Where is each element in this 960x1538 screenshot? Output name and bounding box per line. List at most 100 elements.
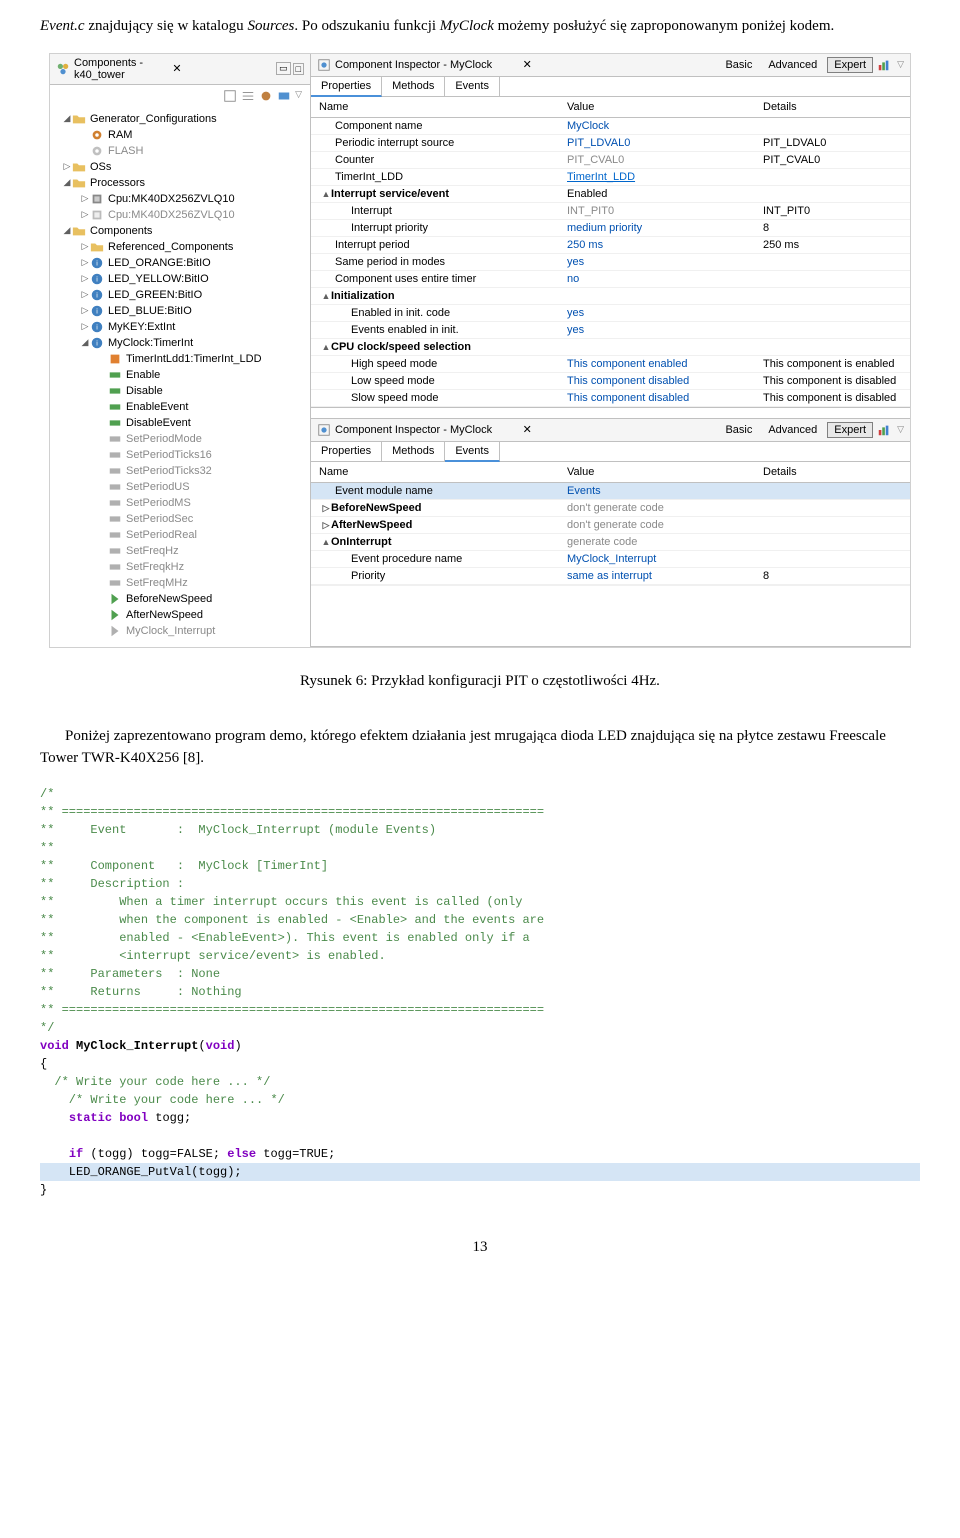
prop-details [755,321,910,338]
toolbar-icon-3[interactable] [259,89,273,103]
prop-value: Events [559,482,755,499]
prop-details: This component is enabled [755,355,910,372]
table-row[interactable]: Enabled in init. codeyes [311,304,910,321]
table-row[interactable]: ▲Initialization [311,287,910,304]
tree-ram[interactable]: RAM [52,127,308,143]
tree-disableevent[interactable]: DisableEvent [52,415,308,431]
prop-details [755,185,910,202]
table-row[interactable]: Same period in modesyes [311,253,910,270]
tab-methods-2[interactable]: Methods [382,442,445,461]
table-row[interactable]: ▲CPU clock/speed selection [311,338,910,355]
table-row[interactable]: Slow speed modeThis component disabledTh… [311,389,910,406]
chart-icon[interactable] [877,58,891,72]
mode-advanced[interactable]: Advanced [762,58,823,72]
table-row[interactable]: Interrupt prioritymedium priority8 [311,219,910,236]
folder-icon [72,160,86,174]
tree-ref-comp[interactable]: ▷Referenced_Components [52,239,308,255]
table-row[interactable]: ▷AfterNewSpeeddon't generate code [311,516,910,533]
tree-setperiodsec[interactable]: SetPeriodSec [52,511,308,527]
tree-setfreqmhz[interactable]: SetFreqMHz [52,575,308,591]
tree-enableevent[interactable]: EnableEvent [52,399,308,415]
table-row[interactable]: Prioritysame as interrupt8 [311,567,910,584]
prop-details: INT_PIT0 [755,202,910,219]
inspector-1-table: Name Value Details Component nameMyClock… [311,97,910,407]
tree-processors[interactable]: ◢Processors [52,175,308,191]
tree-setperiodms[interactable]: SetPeriodMS [52,495,308,511]
prop-name: ▲OnInterrupt [311,533,559,550]
table-row[interactable]: Event procedure nameMyClock_Interrupt [311,550,910,567]
method-icon [108,432,122,446]
chart-icon[interactable] [877,423,891,437]
tab-events-2[interactable]: Events [445,442,500,462]
tree-beforenewspeed[interactable]: BeforeNewSpeed [52,591,308,607]
mode-advanced-2[interactable]: Advanced [762,423,823,437]
prop-value: Enabled [559,185,755,202]
folder-icon [72,176,86,190]
mode-basic-2[interactable]: Basic [719,423,758,437]
tree-oss[interactable]: ▷OSs [52,159,308,175]
tree-led-green[interactable]: ▷iLED_GREEN:BitIO [52,287,308,303]
table-row[interactable]: Periodic interrupt sourcePIT_LDVAL0PIT_L… [311,134,910,151]
table-row[interactable]: Component uses entire timerno [311,270,910,287]
tree-led-yellow[interactable]: ▷iLED_YELLOW:BitIO [52,271,308,287]
prop-value: PIT_CVAL0 [559,151,755,168]
tree-myclock[interactable]: ◢iMyClock:TimerInt [52,335,308,351]
toolbar-icon-1[interactable] [223,89,237,103]
table-row[interactable]: Events enabled in init.yes [311,321,910,338]
mode-expert-2[interactable]: Expert [827,422,873,438]
tree-setperiodmode[interactable]: SetPeriodMode [52,431,308,447]
mode-basic[interactable]: Basic [719,58,758,72]
tree-timerldd[interactable]: TimerIntLdd1:TimerInt_LDD [52,351,308,367]
table-row[interactable]: InterruptINT_PIT0INT_PIT0 [311,202,910,219]
table-row[interactable]: Event module nameEvents [311,482,910,499]
table-row[interactable]: ▲Interrupt service/eventEnabled [311,185,910,202]
tree-cpu2[interactable]: ▷Cpu:MK40DX256ZVLQ10 [52,207,308,223]
table-row[interactable]: Interrupt period250 ms250 ms [311,236,910,253]
folder-icon [90,240,104,254]
tree-setperiodreal[interactable]: SetPeriodReal [52,527,308,543]
prop-value: don't generate code [559,516,755,533]
tree-mykey[interactable]: ▷iMyKEY:ExtInt [52,319,308,335]
tab-properties-2[interactable]: Properties [311,442,382,461]
component-icon: i [90,272,104,286]
tab-methods[interactable]: Methods [382,77,445,96]
method-icon [108,576,122,590]
prop-name: Slow speed mode [311,389,559,406]
tree-led-blue[interactable]: ▷iLED_BLUE:BitIO [52,303,308,319]
prop-details: 250 ms [755,236,910,253]
tree-myclockint[interactable]: MyClock_Interrupt [52,623,308,639]
table-row[interactable]: Component nameMyClock [311,117,910,134]
table-row[interactable]: ▲OnInterruptgenerate code [311,533,910,550]
table-row[interactable]: TimerInt_LDDTimerInt_LDD [311,168,910,185]
tree-disable[interactable]: Disable [52,383,308,399]
folder-icon [72,112,86,126]
mode-expert[interactable]: Expert [827,57,873,73]
cpu-icon [90,208,104,222]
prop-details [755,304,910,321]
table-row[interactable]: CounterPIT_CVAL0PIT_CVAL0 [311,151,910,168]
tab-events[interactable]: Events [445,77,500,96]
tree-gen-config[interactable]: ◢Generator_Configurations [52,111,308,127]
tree-afternewspeed[interactable]: AfterNewSpeed [52,607,308,623]
tree-components[interactable]: ◢Components [52,223,308,239]
prop-value: MyClock [559,117,755,134]
table-row[interactable]: High speed modeThis component enabledThi… [311,355,910,372]
tree-enable[interactable]: Enable [52,367,308,383]
tree-setfreqkhz[interactable]: SetFreqkHz [52,559,308,575]
toolbar-icon-2[interactable] [241,89,255,103]
tree-led-orange[interactable]: ▷iLED_ORANGE:BitIO [52,255,308,271]
ide-screenshot: Components - k40_tower ✕ ▭ □ ▽ ◢Generato… [49,53,911,648]
prop-details [755,533,910,550]
tree-setperiodus[interactable]: SetPeriodUS [52,479,308,495]
tree-setfreqhz[interactable]: SetFreqHz [52,543,308,559]
tree-flash[interactable]: FLASH [52,143,308,159]
event-icon [108,592,122,606]
tree-setperiodticks32[interactable]: SetPeriodTicks32 [52,463,308,479]
table-row[interactable]: Low speed modeThis component disabledThi… [311,372,910,389]
tree-cpu1[interactable]: ▷Cpu:MK40DX256ZVLQ10 [52,191,308,207]
tab-properties[interactable]: Properties [311,77,382,97]
toolbar-icon-4[interactable] [277,89,291,103]
prop-name: Interrupt period [311,236,559,253]
tree-setperiodticks16[interactable]: SetPeriodTicks16 [52,447,308,463]
table-row[interactable]: ▷BeforeNewSpeeddon't generate code [311,499,910,516]
